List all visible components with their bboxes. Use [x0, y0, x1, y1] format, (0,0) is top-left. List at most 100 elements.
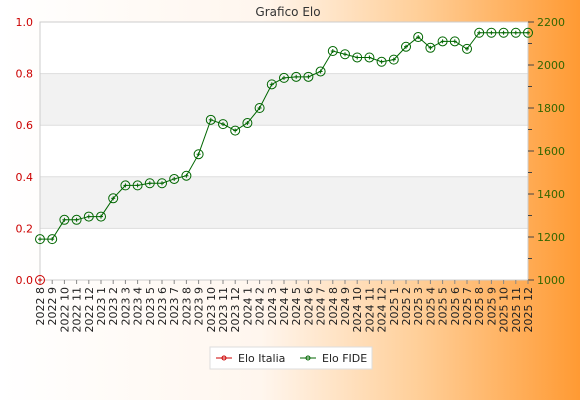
data-point [254, 103, 265, 113]
plot-area [40, 22, 528, 280]
x-tick-label: 2023 3 [119, 287, 132, 326]
x-tick-label: 2024 10 [351, 287, 364, 333]
y-right-tick-label: 1800 [537, 102, 565, 115]
x-tick-label: 2025 2 [400, 287, 413, 326]
x-tick-label: 2023 6 [156, 287, 169, 326]
data-point [218, 119, 228, 130]
legend-marker [305, 355, 311, 361]
y-left-tick-label: 0.8 [16, 68, 34, 81]
y-right-tick-label: 1400 [537, 188, 565, 201]
data-point [132, 180, 143, 191]
x-tick-label: 2024 4 [278, 287, 291, 326]
x-tick-label: 2023 8 [180, 287, 193, 326]
x-tick-label: 2025 11 [510, 287, 523, 333]
data-point [425, 42, 436, 53]
data-point [266, 79, 277, 90]
x-tick-label: 2023 5 [144, 287, 157, 326]
y-left-tick-label: 0.6 [16, 119, 34, 132]
x-tick-label: 2025 10 [498, 287, 511, 333]
x-tick-label: 2024 1 [241, 287, 254, 326]
legend [209, 346, 373, 370]
data-point [108, 193, 119, 204]
data-point [242, 118, 253, 129]
data-point [413, 32, 424, 43]
data-point [523, 27, 533, 38]
x-tick-label: 2024 9 [339, 287, 352, 326]
data-point [401, 41, 411, 52]
x-tick-label: 2024 12 [376, 287, 389, 333]
data-point [120, 180, 131, 191]
x-tick-label: 2023 10 [205, 287, 218, 333]
x-tick-label: 2023 4 [132, 287, 145, 326]
x-tick-label: 2024 3 [266, 287, 279, 326]
data-point [474, 27, 485, 38]
data-point [230, 125, 241, 136]
x-tick-label: 2023 9 [193, 287, 206, 326]
data-point [71, 214, 82, 225]
data-point [47, 234, 58, 245]
data-point [291, 71, 302, 82]
data-point [376, 56, 387, 67]
data-point [35, 234, 45, 245]
data-point [352, 52, 363, 63]
data-point [157, 178, 167, 189]
data-point [279, 72, 289, 83]
x-tick-label: 2025 4 [424, 287, 437, 326]
y-left-tick-label: 0.4 [16, 171, 34, 184]
x-tick-label: 2022 8 [34, 287, 47, 326]
data-point [181, 170, 192, 181]
data-point [193, 149, 204, 160]
data-point [144, 178, 155, 189]
x-tick-label: 2025 8 [473, 287, 486, 326]
data-point [303, 71, 314, 82]
data-point [83, 211, 94, 222]
x-tick-label: 2023 7 [168, 287, 181, 326]
data-point [462, 43, 472, 54]
y-left-tick-label: 0.0 [16, 274, 34, 287]
data-point [327, 46, 338, 57]
data-point [510, 27, 521, 38]
x-tick-label: 2022 11 [71, 287, 84, 333]
data-point [169, 173, 180, 184]
legend-label: Elo FIDE [322, 352, 367, 365]
x-tick-label: 2024 7 [315, 287, 328, 326]
x-tick-label: 2025 7 [461, 287, 474, 326]
data-point [315, 66, 326, 77]
data-point [388, 54, 399, 65]
data-point [340, 49, 350, 60]
x-tick-label: 2023 2 [107, 287, 120, 326]
x-tick-label: 2024 6 [302, 287, 315, 326]
x-tick-label: 2025 9 [485, 287, 498, 326]
data-point [59, 214, 70, 225]
data-point [437, 36, 448, 47]
y-right-tick-label: 1000 [537, 274, 565, 287]
data-point [35, 275, 45, 285]
x-tick-label: 2025 3 [412, 287, 425, 326]
y-right-tick-label: 2200 [537, 16, 565, 29]
x-tick-label: 2025 6 [449, 287, 462, 326]
grid-band [40, 73, 528, 126]
data-point [364, 52, 375, 63]
y-left-tick-label: 1.0 [16, 16, 34, 29]
x-tick-label: 2022 12 [83, 287, 96, 333]
x-tick-label: 2024 8 [327, 287, 340, 326]
x-tick-label: 2023 1 [95, 287, 108, 326]
x-tick-label: 2025 1 [388, 287, 401, 326]
x-tick-label: 2023 11 [217, 287, 230, 333]
y-right-tick-label: 2000 [537, 59, 565, 72]
x-tick-label: 2024 11 [363, 287, 376, 333]
chart-title: Grafico Elo [255, 5, 320, 19]
y-right-tick-label: 1200 [537, 231, 565, 244]
x-tick-label: 2024 2 [254, 287, 267, 326]
legend-marker [221, 355, 227, 361]
data-point [205, 114, 216, 125]
x-tick-label: 2022 10 [58, 287, 71, 333]
data-point [486, 27, 497, 38]
x-tick-label: 2023 12 [229, 287, 242, 333]
x-tick-label: 2025 5 [437, 287, 450, 326]
data-point [498, 27, 509, 38]
x-tick-label: 2022 9 [46, 287, 59, 326]
x-tick-label: 2025 12 [522, 287, 535, 333]
